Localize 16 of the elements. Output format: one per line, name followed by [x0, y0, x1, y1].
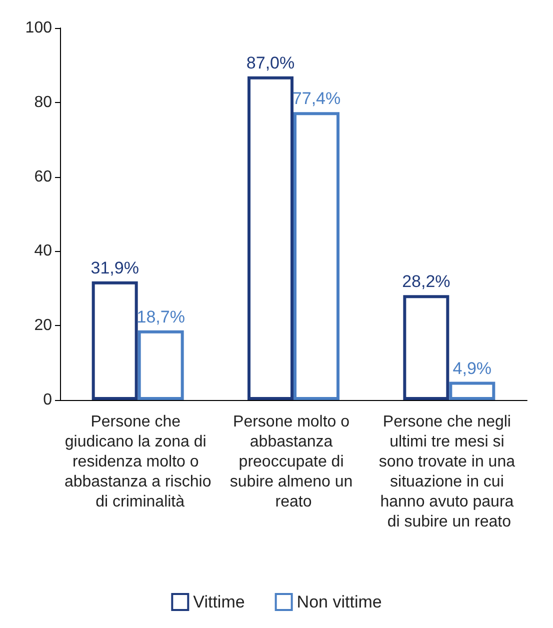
data-label: 4,9% — [452, 358, 492, 378]
data-label: 28,2% — [402, 272, 450, 292]
legend-label: Non vittime — [296, 592, 382, 612]
data-label: 18,7% — [136, 307, 185, 326]
y-tick-label: 40 — [34, 242, 52, 260]
y-tick-label: 60 — [34, 168, 52, 186]
x-tick-label: Persone che giudicano la zona di residenza molto o abbastanza a rischio di criminalità — [64, 414, 212, 510]
legend-label: Vittime — [193, 592, 245, 612]
data-label: 31,9% — [90, 258, 139, 278]
y-tick-label: 20 — [34, 317, 52, 334]
x-tick-label: Persone che negli ultimi tre mesi si sono trovate in una situazione in cui hanno avuto paura di subire un reato — [378, 414, 520, 530]
y-tick-label: 100 — [25, 20, 52, 36]
x-tick-label: Persone molto o abbastanza preoccupate di subire almeno un reato — [230, 414, 358, 510]
y-tick-label: 0 — [43, 392, 52, 408]
data-label: 87,0% — [246, 53, 295, 72]
y-tick-label: 80 — [34, 94, 52, 111]
